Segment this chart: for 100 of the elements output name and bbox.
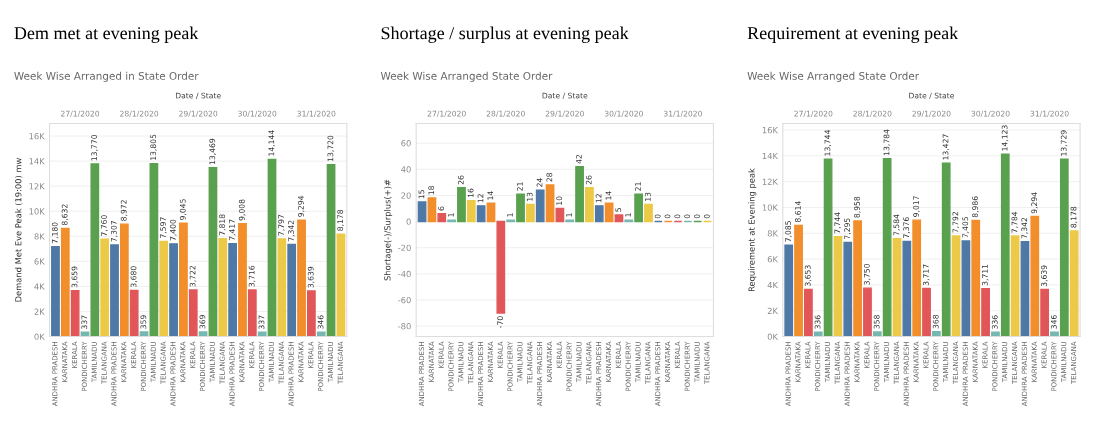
bar (457, 186, 466, 223)
y-tick-label: 0K (34, 333, 45, 340)
chart-subtitle: Week Wise Arranged State Order (747, 71, 920, 82)
bar (336, 233, 346, 337)
bar (882, 157, 892, 337)
bar (1010, 235, 1020, 337)
bar (326, 163, 336, 337)
bar (90, 163, 100, 337)
y-tick-label: 14K (762, 152, 779, 159)
bar (833, 235, 843, 337)
bar (971, 219, 981, 337)
bar (238, 222, 247, 337)
bar (1040, 288, 1050, 337)
bar (208, 167, 218, 337)
y-tick-label: 4K (767, 281, 779, 289)
bar (417, 201, 427, 223)
bar (1059, 158, 1069, 337)
y-tick-label: 4K (34, 283, 45, 290)
y-tick-label: 16K (762, 126, 779, 134)
y-tick-label: 6K (34, 258, 45, 265)
bar (961, 240, 971, 337)
bar (951, 235, 961, 337)
bar (823, 158, 833, 337)
y-tick-label: 0K (767, 333, 779, 340)
bar (614, 214, 624, 223)
bar (218, 237, 228, 337)
y-tick-label: -60 (398, 296, 411, 304)
y-tick-label: 12K (29, 183, 45, 190)
bar (644, 203, 653, 223)
y-tick-label: 0 (406, 218, 411, 225)
bar (1050, 331, 1059, 337)
bar (804, 288, 813, 337)
chart-subtitle: Week Wise Arranged in State Order (14, 71, 199, 82)
y-axis-title: Requirement at Evening peak (748, 168, 757, 292)
bar (51, 245, 60, 337)
bar (545, 184, 555, 223)
bar (843, 241, 853, 337)
y-axis-title: Shortage(-)/Surplus(+)# (384, 179, 393, 281)
bar (466, 199, 476, 223)
bar (60, 227, 70, 337)
y-tick-label: 6K (767, 256, 779, 263)
bar (892, 237, 902, 337)
chart-title: Dem met at evening peak (14, 26, 199, 43)
bar (267, 158, 277, 337)
bar (525, 203, 535, 223)
bar (110, 244, 119, 337)
y-tick-label: 14K (29, 158, 45, 165)
bar (981, 287, 990, 337)
y-tick-label: 8K (767, 230, 779, 237)
bar (437, 213, 447, 223)
bar (941, 162, 951, 337)
bar (70, 289, 80, 337)
y-tick-label: -40 (398, 270, 411, 278)
y-tick-label: 8K (34, 233, 45, 240)
y-tick-label: 60 (401, 140, 411, 147)
bar (1000, 153, 1010, 337)
bar (872, 331, 882, 337)
bar (912, 219, 922, 337)
bar (179, 222, 188, 337)
bar (119, 223, 129, 337)
bar (535, 189, 545, 223)
bar (287, 243, 297, 337)
bar (247, 289, 257, 337)
bar (1069, 230, 1079, 337)
bar (228, 242, 238, 337)
chart-subtitle: Week Wise Arranged State Order (380, 71, 553, 82)
y-tick-label: 2K (767, 307, 779, 314)
bar (1020, 241, 1030, 337)
y-tick-label: -20 (398, 244, 411, 251)
bar (169, 243, 178, 337)
chart-title: Shortage / surplus at evening peak (381, 26, 629, 43)
y-tick-label: 10K (29, 208, 45, 215)
bar (188, 289, 198, 337)
y-tick-label: 10K (762, 204, 779, 211)
bar (594, 205, 604, 223)
bar (306, 290, 316, 337)
bar (427, 197, 437, 223)
bar (853, 220, 863, 337)
bar (931, 331, 941, 337)
bar (902, 240, 912, 337)
bar (149, 162, 159, 337)
bar (159, 240, 169, 337)
bar (129, 289, 139, 337)
y-tick-label: 20 (401, 192, 411, 199)
y-tick-label: 2K (34, 308, 45, 315)
bar (555, 207, 565, 223)
bar (585, 186, 594, 223)
y-tick-label: 40 (401, 166, 411, 173)
bar (922, 287, 931, 337)
bar (100, 238, 110, 337)
y-tick-label: 12K (762, 178, 779, 185)
y-tick-label: 16K (29, 133, 45, 140)
y-tick-label: -80 (398, 323, 411, 330)
chart-title: Requirement at evening peak (747, 26, 959, 43)
bar (863, 287, 872, 337)
bar (794, 224, 803, 337)
bar (634, 193, 644, 223)
y-axis-title: Demand Met Eve Peak (19:00) mw (14, 158, 23, 302)
bar (297, 219, 306, 337)
bar (277, 238, 287, 337)
